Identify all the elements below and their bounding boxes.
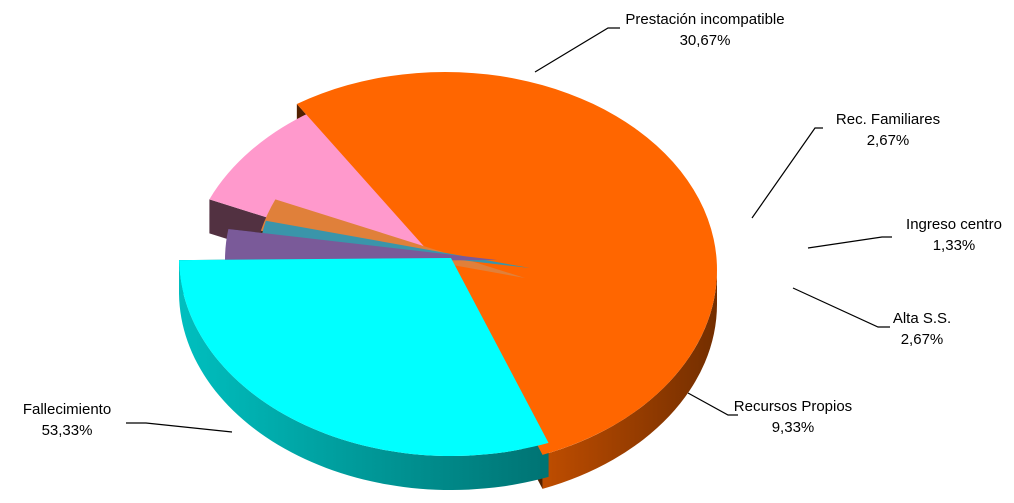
label-name-recursos-propios: Recursos Propios (734, 398, 852, 415)
slice-prestacion-incompatible (179, 258, 549, 456)
leader-rec-familiares (751, 127, 823, 219)
leader-fallecimiento (126, 422, 233, 433)
leader-recursos-propios (687, 392, 738, 416)
leader-alta-s-s (792, 287, 890, 328)
label-name-prestacion-incompatible: Prestación incompatible (625, 11, 784, 28)
label-value-rec-familiares: 2,67% (867, 132, 910, 149)
label-name-alta-s-s: Alta S.S. (893, 310, 951, 327)
slice-tops (179, 71, 718, 456)
label-name-ingreso-centro: Ingreso centro (906, 216, 1002, 233)
slice-side-prestacion-incompatible (179, 260, 549, 490)
label-value-ingreso-centro: 1,33% (933, 237, 976, 254)
label-value-fallecimiento: 53,33% (42, 422, 93, 439)
label-name-rec-familiares: Rec. Familiares (836, 111, 940, 128)
label-value-recursos-propios: 9,33% (772, 419, 815, 436)
slice-fallecimiento (296, 71, 718, 455)
leader-ingreso-centro (807, 236, 892, 249)
label-name-fallecimiento: Fallecimiento (23, 401, 111, 418)
slice-recursos-propios (209, 111, 459, 278)
label-value-alta-s-s: 2,67% (901, 331, 944, 348)
slice-rec-familiares (224, 228, 497, 263)
slice-side-fallecimiento (542, 270, 717, 489)
leader-lines (126, 27, 892, 433)
slice-labels: Fallecimiento 53,33% Prestación incompatib… (23, 11, 1002, 439)
label-value-prestacion-incompatible: 30,67% (680, 32, 731, 49)
leader-prestacion-incompatible (534, 27, 620, 73)
